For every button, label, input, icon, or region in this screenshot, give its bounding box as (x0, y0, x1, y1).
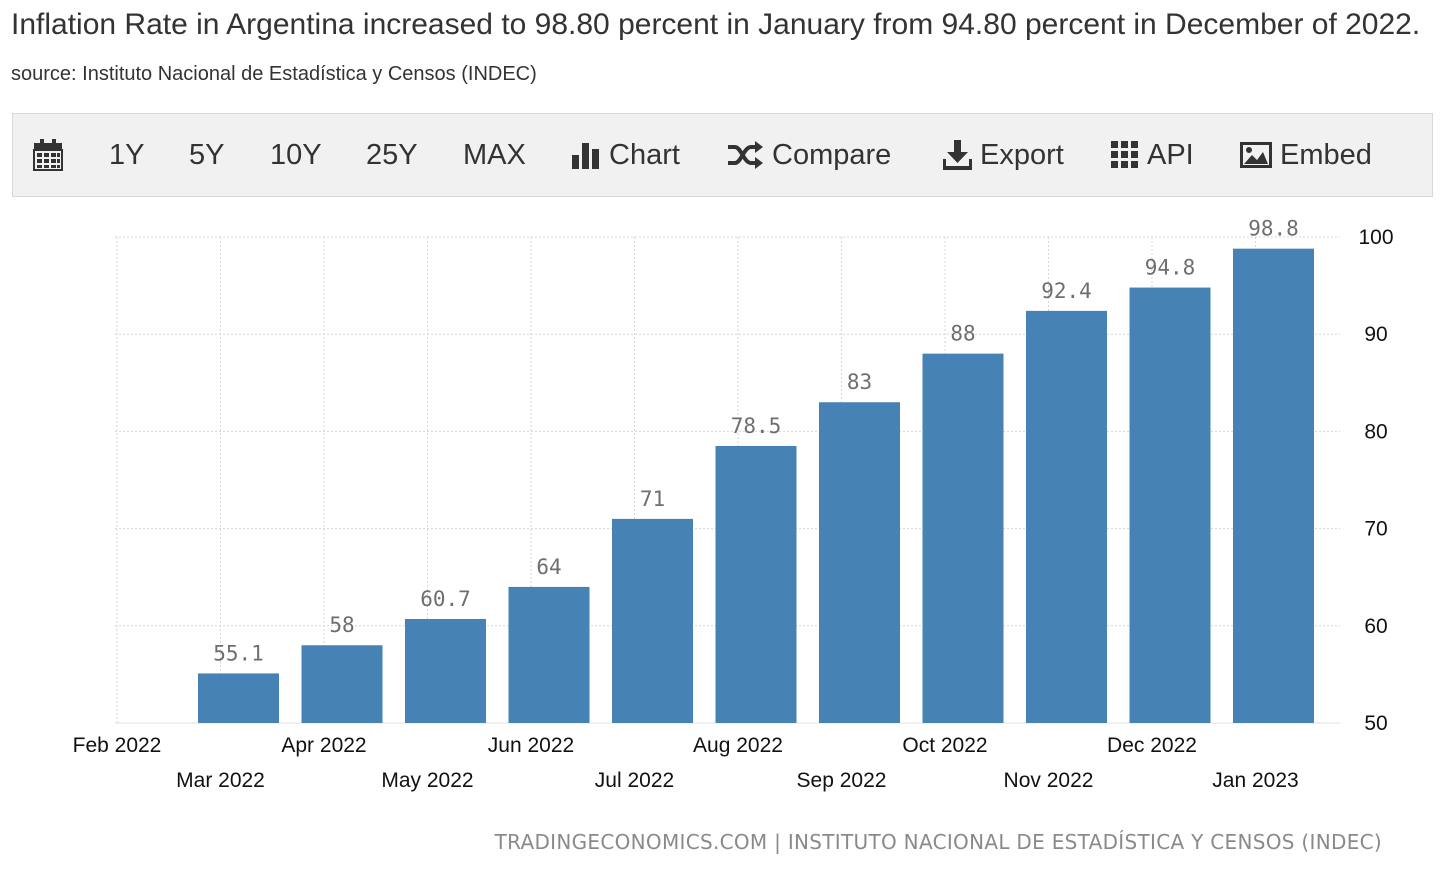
data-label: 92.4 (1041, 279, 1092, 303)
x-tick-label: Mar 2022 (176, 769, 265, 792)
data-label: 83 (847, 370, 872, 394)
bar (198, 673, 279, 723)
calendar-button[interactable] (33, 114, 71, 196)
data-label: 94.8 (1145, 256, 1196, 280)
x-tick-label: Jul 2022 (595, 769, 674, 792)
data-label: 71 (640, 487, 665, 511)
api-label: API (1147, 138, 1194, 171)
bar (819, 402, 900, 723)
data-label: 98.8 (1248, 217, 1299, 241)
y-tick-label: 50 (1364, 712, 1387, 735)
range-10y-button[interactable]: 10Y (270, 138, 322, 171)
calendar-icon (33, 139, 63, 171)
y-tick-label: 80 (1364, 420, 1387, 443)
compare-button[interactable]: Compare (726, 114, 891, 196)
x-tick-label: Nov 2022 (1004, 769, 1094, 792)
export-button[interactable]: Export (943, 114, 1064, 196)
x-tick-label: Oct 2022 (902, 734, 987, 757)
range-5y-button[interactable]: 5Y (189, 138, 225, 171)
data-label: 58 (329, 613, 354, 637)
data-label: 78.5 (731, 414, 782, 438)
bar (715, 445, 797, 723)
chart-toolbar: 1Y 5Y 10Y 25Y MAX Chart Compare Export (12, 113, 1433, 197)
embed-label: Embed (1280, 138, 1372, 171)
x-tick-label: Jun 2022 (488, 734, 574, 757)
download-icon (943, 140, 972, 170)
chart-credit: TRADINGECONOMICS.COM | INSTITUTO NACIONA… (494, 830, 1382, 854)
x-tick-label: Aug 2022 (693, 734, 783, 757)
x-tick-label: Feb 2022 (73, 734, 162, 757)
x-tick-label: May 2022 (381, 769, 473, 792)
data-label: 88 (950, 322, 975, 346)
bar (1233, 248, 1314, 723)
range-25y-button[interactable]: 25Y (366, 138, 418, 171)
chart-type-label: Chart (609, 138, 680, 171)
shuffle-icon (728, 141, 763, 169)
y-tick-label: 70 (1364, 518, 1387, 541)
grid-icon (1111, 141, 1138, 168)
chart-container: Feb 2022 55.1 Mar 2022 58 Apr 2022 60.7 May 20… (0, 200, 1453, 877)
compare-label: Compare (772, 138, 892, 171)
bar (508, 586, 590, 723)
x-tick-label: Dec 2022 (1107, 734, 1197, 757)
export-label: Export (980, 138, 1064, 171)
y-tick-label: 60 (1364, 615, 1387, 638)
image-icon (1240, 142, 1272, 168)
headline-title: Inflation Rate in Argentina increased to… (11, 8, 1421, 41)
y-tick-label: 100 (1358, 226, 1393, 249)
bar-chart: Feb 2022 55.1 Mar 2022 58 Apr 2022 60.7 May 20… (73, 217, 1394, 854)
data-label: 60.7 (420, 587, 471, 611)
x-tick-label: Jan 2023 (1212, 769, 1298, 792)
range-max-button[interactable]: MAX (463, 138, 526, 171)
x-tick-label: Apr 2022 (281, 734, 366, 757)
data-label: 55.1 (213, 641, 264, 665)
bar (1129, 287, 1211, 723)
chart-type-button[interactable]: Chart (571, 114, 680, 196)
bar (301, 645, 383, 723)
bar (612, 518, 693, 723)
bar (922, 353, 1004, 723)
bar-chart-icon (572, 143, 599, 169)
bar (1026, 310, 1107, 723)
range-1y-button[interactable]: 1Y (109, 138, 145, 171)
data-label: 64 (536, 555, 561, 579)
bar (405, 618, 486, 723)
y-tick-label: 90 (1364, 323, 1387, 346)
chart-headline: Inflation Rate in Argentina increased to… (11, 2, 1443, 97)
x-tick-label: Sep 2022 (797, 769, 887, 792)
headline-source: source: Instituto Nacional de Estadístic… (11, 63, 537, 85)
api-button[interactable]: API (1111, 114, 1194, 196)
embed-button[interactable]: Embed (1240, 114, 1372, 196)
